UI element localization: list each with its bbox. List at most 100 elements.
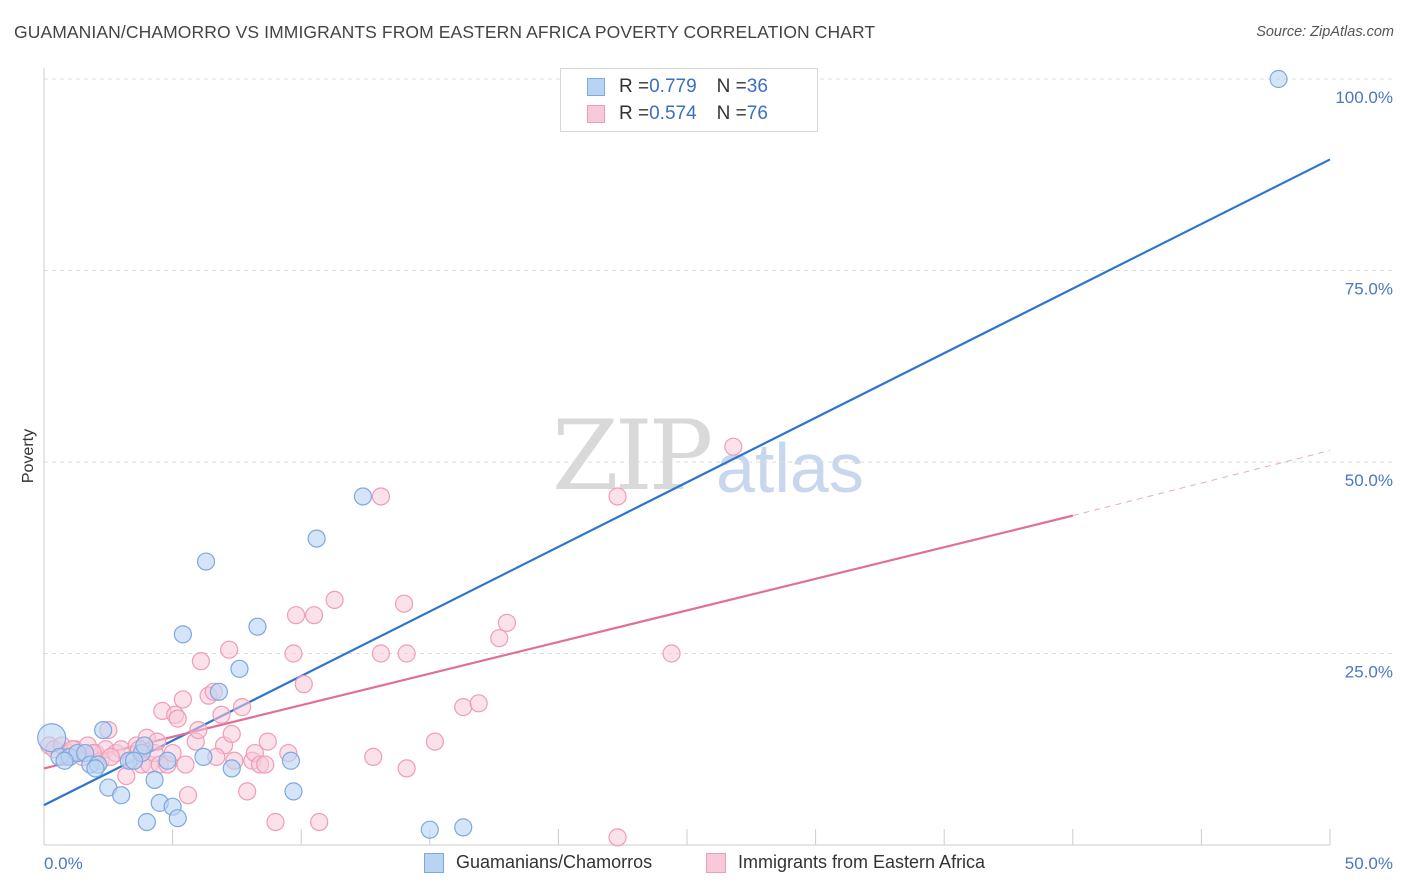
data-point-eastern-africa (220, 640, 239, 659)
data-point-guamanian (248, 617, 267, 636)
legend-r-label: R = (619, 76, 650, 97)
data-point-eastern-africa (222, 724, 241, 744)
data-point-eastern-africa (397, 759, 416, 778)
bottom-legend-eastern-africa[interactable]: Immigrants from Eastern Africa (706, 852, 985, 873)
data-point-guamanian (454, 818, 473, 837)
data-point-guamanian (173, 625, 192, 644)
series-eastern-africa (40, 437, 743, 847)
axes (43, 68, 1331, 846)
data-point-eastern-africa (364, 747, 383, 767)
gridlines (44, 78, 1392, 654)
legend-swatch-blue (587, 78, 605, 96)
bottom-legend-swatch-blue (424, 852, 444, 873)
legend-row-guamanian: R = 0.779 N = 36 (587, 75, 768, 99)
bottom-legend: Guamanians/Chamorros Immigrants from Eas… (0, 852, 1406, 878)
data-point-eastern-africa (117, 766, 136, 786)
data-point-guamanian (222, 759, 241, 778)
data-point-eastern-africa (662, 644, 681, 663)
data-point-eastern-africa (425, 732, 445, 751)
data-point-guamanian (1269, 69, 1288, 89)
data-point-eastern-africa (325, 590, 344, 609)
chart-title: GUAMANIAN/CHAMORRO VS IMMIGRANTS FROM EA… (14, 22, 876, 42)
legend-n-value: 76 (746, 103, 768, 124)
data-point-guamanian (307, 529, 326, 548)
data-point-eastern-africa (258, 732, 277, 751)
data-point-guamanian (124, 751, 144, 770)
legend-n-label: N = (716, 103, 747, 124)
legend-row-eastern-africa: R = 0.574 N = 76 (587, 102, 768, 126)
data-point-eastern-africa (469, 694, 488, 713)
data-point-eastern-africa (212, 705, 231, 724)
data-point-eastern-africa (371, 487, 391, 506)
y-tick-label: 25.0% (1345, 663, 1393, 682)
bottom-legend-swatch-pink (706, 852, 726, 873)
y-tick-label: 75.0% (1345, 280, 1393, 299)
legend: R = 0.779 N = 36 R = 0.574 N = 76 (560, 68, 818, 132)
data-point-guamanian (168, 809, 187, 828)
x-tick-label: 50.0% (1345, 854, 1393, 873)
series-guamanian (37, 69, 1288, 839)
y-tick-label: 100.0% (1335, 88, 1393, 107)
data-point-guamanian (86, 759, 105, 778)
data-point-guamanian (137, 812, 156, 832)
data-point-eastern-africa (232, 698, 252, 717)
data-point-guamanian (135, 736, 154, 755)
data-point-guamanian (353, 487, 373, 506)
data-point-eastern-africa (191, 652, 210, 671)
data-point-guamanian (194, 747, 213, 767)
legend-r-value: 0.574 (649, 103, 697, 124)
data-point-guamanian (37, 723, 67, 753)
trend-lines (43, 158, 1331, 807)
legend-swatch-pink (587, 105, 605, 123)
data-point-eastern-africa (397, 644, 416, 663)
data-point-eastern-africa (284, 644, 303, 663)
trend-line-guamanian (43, 158, 1331, 807)
trend-line-eastern-africa-extension (1072, 450, 1331, 517)
bottom-legend-label: Guamanians/Chamorros (456, 852, 653, 872)
data-point-guamanian (196, 552, 216, 571)
legend-n-label: N = (716, 76, 747, 97)
legend-n-value: 36 (746, 76, 768, 97)
data-point-eastern-africa (294, 675, 313, 694)
bottom-legend-guamanian[interactable]: Guamanians/Chamorros (424, 852, 652, 873)
data-point-guamanian (284, 782, 303, 801)
source-label: Source: ZipAtlas.com (1256, 24, 1394, 40)
data-point-eastern-africa (724, 437, 743, 456)
legend-r-value: 0.779 (649, 76, 697, 97)
data-point-eastern-africa (176, 755, 195, 774)
legend-r-label: R = (619, 103, 650, 124)
data-point-eastern-africa (238, 782, 257, 801)
data-point-guamanian (230, 659, 249, 678)
data-point-eastern-africa (608, 487, 627, 506)
data-point-guamanian (158, 751, 177, 770)
data-point-eastern-africa (310, 812, 329, 832)
data-point-guamanian (420, 820, 439, 839)
data-point-eastern-africa (286, 606, 306, 625)
x-tick-label: 0.0% (44, 854, 83, 873)
data-point-eastern-africa (497, 613, 517, 632)
tick-labels: 100.0% 75.0% 50.0% 25.0% 0.0% 50.0% Poverty (20, 88, 1393, 873)
data-point-eastern-africa (394, 594, 414, 613)
data-point-eastern-africa (173, 690, 192, 709)
bottom-legend-label: Immigrants from Eastern Africa (738, 852, 986, 872)
y-axis-title: Poverty (20, 429, 37, 483)
data-point-eastern-africa (454, 698, 473, 717)
data-point-eastern-africa (266, 812, 285, 832)
data-point-guamanian (209, 682, 228, 701)
trend-line-eastern-africa (43, 514, 1074, 770)
watermark-zip: ZIP (552, 400, 713, 512)
data-point-eastern-africa (189, 720, 208, 740)
data-point-guamanian (94, 720, 113, 740)
data-point-eastern-africa (168, 709, 187, 728)
data-point-guamanian (112, 786, 131, 805)
data-point-eastern-africa (490, 629, 509, 648)
data-point-eastern-africa (178, 786, 198, 805)
data-point-eastern-africa (304, 606, 324, 625)
data-point-eastern-africa (371, 644, 391, 663)
data-point-guamanian (281, 751, 301, 770)
data-point-eastern-africa (608, 828, 627, 847)
data-point-eastern-africa (256, 755, 275, 774)
data-point-guamanian (145, 770, 164, 789)
data-point-guamanian (55, 751, 74, 770)
